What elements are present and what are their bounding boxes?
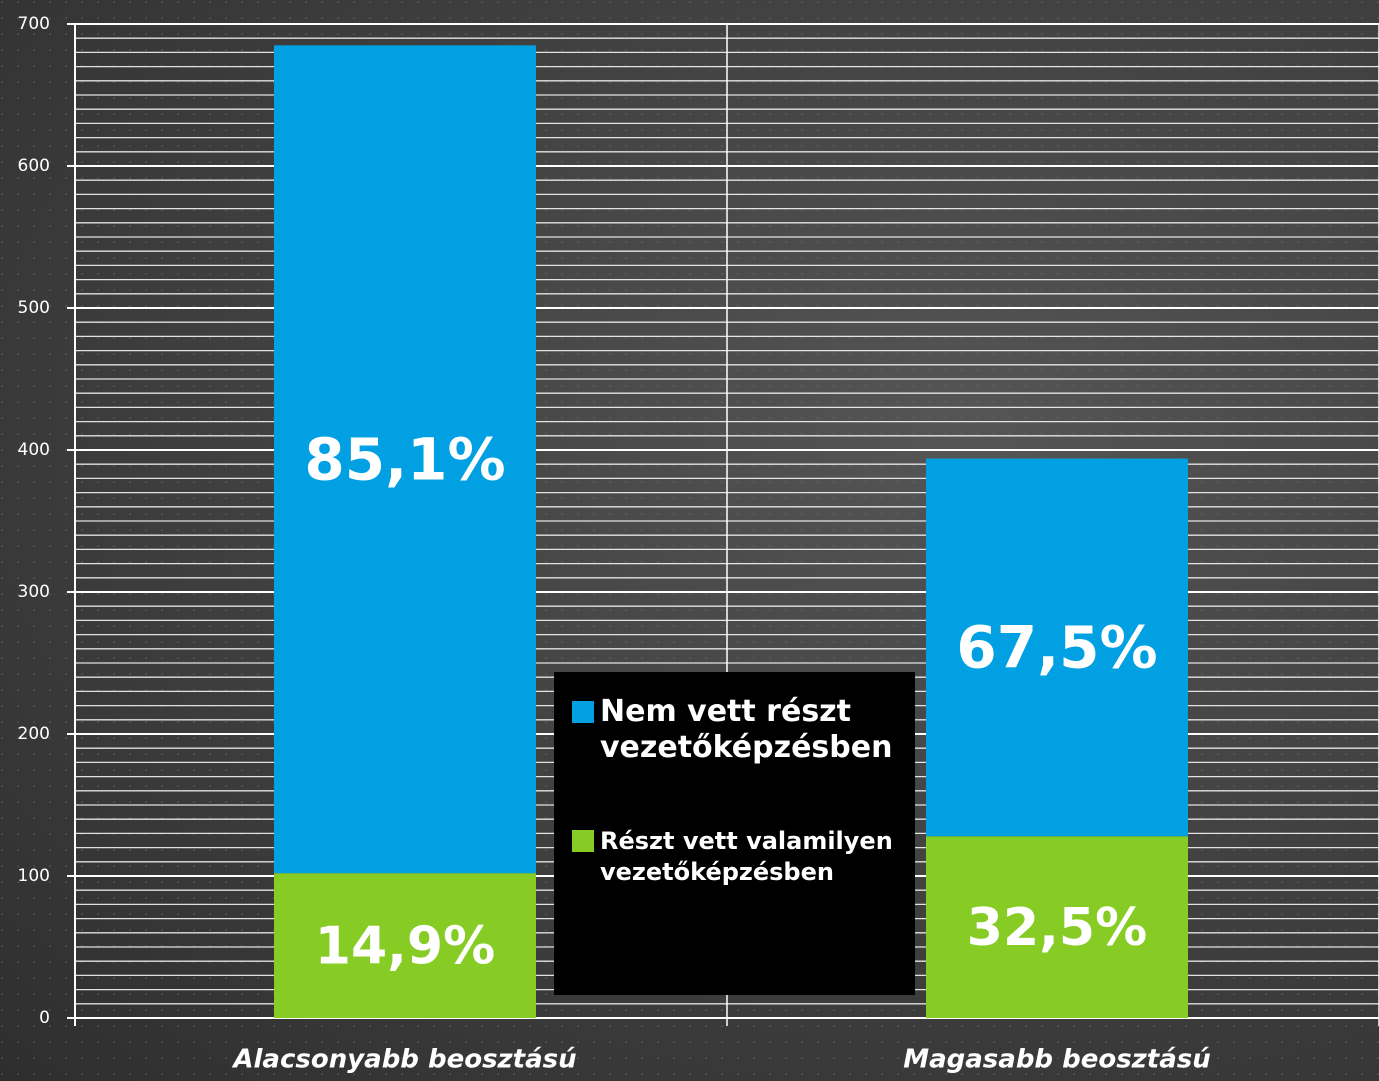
bar-segment <box>926 836 1188 1018</box>
y-tick-label: 200 <box>18 724 50 744</box>
data-label: 67,5% <box>956 613 1157 681</box>
y-tick-label: 100 <box>18 866 50 886</box>
legend-label: Részt vett valamilyen vezetőképzésben <box>600 827 893 886</box>
data-label: 85,1% <box>304 425 505 493</box>
bar-segment <box>926 458 1188 837</box>
y-tick-label: 0 <box>39 1008 50 1028</box>
data-label: 32,5% <box>967 898 1147 958</box>
bar-segment <box>274 45 536 874</box>
legend-item: Nem vett részt vezetőképzésben <box>572 694 901 766</box>
x-tick-label: Alacsonyabb beosztású <box>231 1045 576 1075</box>
y-tick-label: 600 <box>18 156 50 176</box>
legend-item: Részt vett valamilyen vezetőképzésben <box>572 826 901 888</box>
y-tick-label: 400 <box>18 440 50 460</box>
y-tick-label: 700 <box>18 14 50 34</box>
legend-swatch <box>572 701 594 723</box>
legend-label: Nem vett részt vezetőképzésben <box>600 694 893 765</box>
data-label: 14,9% <box>315 917 495 977</box>
bar-segment <box>274 873 536 1018</box>
legend-swatch <box>572 830 594 852</box>
y-tick-label: 300 <box>18 582 50 602</box>
legend: Nem vett részt vezetőképzésben Részt vet… <box>554 672 915 995</box>
y-tick-label: 500 <box>18 298 50 318</box>
marks: Alacsonyabb beosztású 14,9% 85,1% Magasabb … <box>231 45 1211 1075</box>
x-tick-label: Magasabb beosztású <box>903 1045 1211 1075</box>
